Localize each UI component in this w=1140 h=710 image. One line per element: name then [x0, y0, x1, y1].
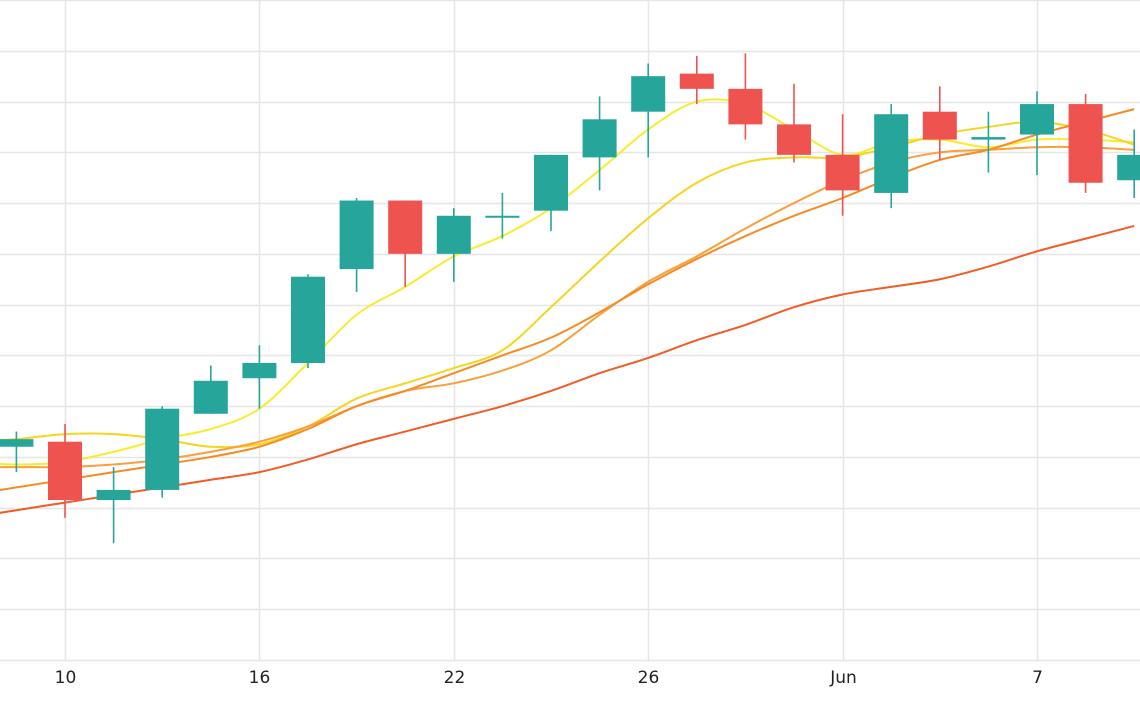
candle-body: [145, 408, 180, 490]
candle-up: [339, 198, 374, 292]
candle-body: [436, 215, 471, 254]
candle-body: [777, 124, 811, 155]
candle-down: [679, 55, 714, 105]
candle-body: [922, 111, 957, 140]
candle-up: [96, 467, 131, 544]
candle-up: [582, 96, 617, 191]
candles: [0, 53, 1140, 544]
candle-body: [825, 154, 860, 191]
candle-up: [534, 154, 568, 231]
candle-body: [1020, 104, 1054, 135]
x-tick-label: 7: [1032, 668, 1043, 688]
candle-up: [145, 406, 180, 498]
x-tick-label: 26: [638, 668, 660, 688]
candle-down: [825, 114, 860, 216]
candle-down: [777, 83, 811, 163]
candle-body: [631, 76, 666, 112]
candle-down: [48, 423, 82, 518]
candle-up: [874, 104, 909, 209]
candle-body: [874, 114, 909, 193]
candle-body: [48, 441, 82, 501]
vertical-gridlines: [64, 0, 1039, 660]
candle-body: [242, 363, 277, 379]
candle-body: [96, 489, 131, 501]
candle-up: [1020, 91, 1054, 176]
candle-up: [1117, 129, 1140, 198]
candle-body: [679, 73, 714, 89]
candle-up: [242, 345, 277, 409]
x-tick-label: 22: [444, 668, 466, 688]
x-tick-label: 16: [249, 668, 271, 688]
candle-body: [1068, 104, 1103, 183]
candle-body: [582, 119, 617, 158]
candle-up: [485, 192, 520, 239]
candle-up: [436, 208, 471, 282]
candle-body: [728, 88, 763, 125]
candle-down: [728, 53, 763, 140]
candle-down: [388, 200, 423, 287]
horizontal-gridlines: [0, 0, 1140, 662]
candle-down: [922, 86, 957, 160]
candle-body: [193, 380, 228, 414]
x-tick-label: Jun: [829, 668, 857, 688]
candle-body: [0, 439, 34, 447]
candle-up: [971, 111, 1006, 173]
candle-up: [193, 365, 228, 414]
candle-up: [0, 431, 34, 473]
x-tick-label: 10: [55, 668, 77, 688]
candle-body: [388, 200, 423, 254]
candle-body: [339, 200, 374, 270]
candle-down: [1068, 93, 1103, 193]
candle-body: [534, 154, 568, 211]
candle-body: [1117, 154, 1140, 181]
candle-body: [971, 137, 1006, 140]
x-axis: 10 16 22 26 Jun 7: [55, 668, 1043, 688]
candle-body: [485, 215, 520, 218]
candle-body: [291, 276, 325, 363]
candle-up: [631, 63, 666, 158]
candle-up: [291, 274, 325, 369]
